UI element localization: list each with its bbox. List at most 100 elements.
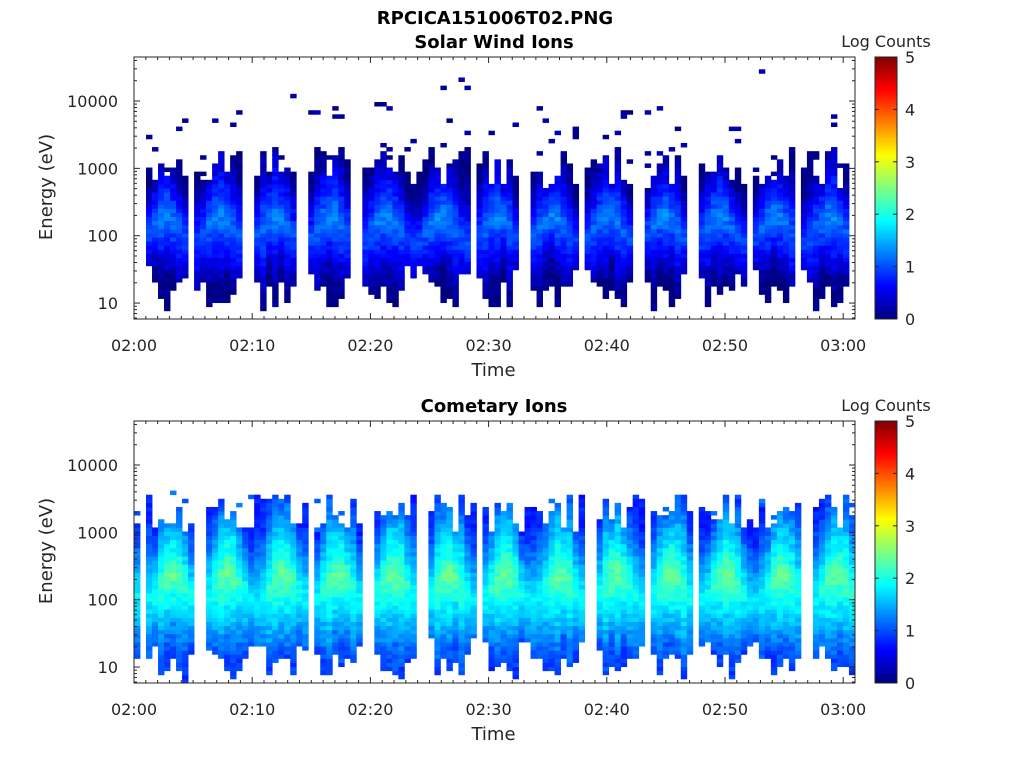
heatmap-cell — [380, 547, 387, 553]
heatmap-cell — [338, 511, 345, 516]
heatmap-cell — [788, 175, 796, 181]
heatmap-cell — [320, 224, 327, 230]
heatmap-cell — [716, 241, 724, 246]
heatmap-cell — [176, 621, 183, 627]
heatmap-cell — [278, 224, 285, 230]
heatmap-cell — [674, 233, 682, 238]
heatmap-cell — [284, 290, 291, 295]
heatmap-cell — [818, 241, 826, 246]
heatmap-cell — [548, 212, 555, 218]
heatmap-cell — [458, 192, 465, 197]
heatmap-cell — [428, 609, 435, 614]
heatmap-cell — [446, 662, 453, 668]
heatmap-cell — [332, 216, 339, 222]
heatmap-cell — [398, 605, 405, 610]
heatmap-cell — [512, 261, 519, 267]
heatmap-cell — [314, 273, 321, 279]
heatmap-cell — [788, 155, 796, 160]
heatmap-cell — [134, 531, 141, 537]
heatmap-cell — [170, 269, 177, 275]
heatmap-cell — [434, 543, 441, 549]
heatmap-cell — [254, 511, 261, 516]
heatmap-cell — [344, 208, 351, 213]
heatmap-cell — [404, 208, 411, 213]
heatmap-cell — [830, 208, 838, 213]
heatmap-cell — [428, 523, 435, 528]
heatmap-cell — [422, 175, 429, 181]
heatmap-cell — [206, 642, 213, 647]
heatmap-cell — [476, 212, 483, 218]
heatmap-cell — [410, 216, 417, 222]
heatmap-cell — [296, 535, 303, 541]
heatmap-cell — [836, 269, 844, 275]
heatmap-cell — [230, 179, 237, 185]
heatmap-cell — [644, 273, 652, 279]
heatmap-cell — [224, 253, 231, 258]
heatmap-cell — [608, 188, 616, 193]
heatmap-cell — [734, 257, 742, 263]
heatmap-cell — [812, 249, 820, 254]
heatmap-cell — [626, 278, 634, 283]
heatmap-cell — [362, 175, 369, 181]
heatmap-cell — [206, 192, 213, 197]
heatmap-cell — [224, 204, 231, 209]
heatmap-cell — [170, 228, 177, 234]
heatmap-cell — [398, 245, 405, 250]
heatmap-cell — [842, 196, 850, 201]
heatmap-cell — [338, 568, 345, 573]
heatmap-cell — [182, 609, 189, 614]
heatmap-cell — [308, 196, 315, 201]
heatmap-cell — [800, 204, 808, 209]
heatmap-cell — [434, 662, 441, 668]
heatmap-cell — [716, 155, 724, 160]
heatmap-cell — [350, 601, 357, 606]
heatmap-cell — [704, 183, 712, 189]
heatmap-cell — [434, 192, 441, 197]
heatmap-cell — [824, 224, 832, 230]
heatmap-cell — [314, 171, 321, 177]
heatmap-cell — [374, 171, 381, 177]
heatmap-cell — [836, 245, 844, 250]
heatmap-cell — [428, 273, 435, 279]
heatmap-cell — [488, 204, 495, 209]
heatmap-cell — [230, 637, 237, 643]
heatmap-cell — [194, 233, 201, 238]
heatmap-cell — [422, 233, 429, 238]
heatmap-cell — [410, 527, 417, 532]
heatmap-cell — [536, 200, 543, 205]
heatmap-cell — [326, 609, 333, 614]
heatmap-cell — [716, 253, 724, 258]
heatmap-cell — [392, 294, 399, 299]
heatmap-cell — [272, 249, 279, 254]
heatmap-cell — [434, 576, 441, 582]
heatmap-cell — [392, 568, 399, 573]
heatmap-cell — [272, 515, 279, 520]
heatmap-cell — [236, 204, 243, 209]
heatmap-cell — [164, 568, 171, 573]
heatmap-cell — [386, 216, 393, 222]
heatmap-cell — [620, 245, 628, 250]
heatmap-cell — [332, 163, 339, 168]
heatmap-cell — [608, 249, 616, 254]
heatmap-cell — [266, 633, 273, 639]
heatmap-cell — [332, 171, 339, 177]
heatmap-cell — [398, 580, 405, 586]
heatmap-cell — [266, 576, 273, 582]
heatmap-cell — [482, 249, 489, 254]
heatmap-cell — [176, 257, 183, 263]
heatmap-cell — [704, 298, 712, 304]
heatmap-cell — [254, 273, 261, 279]
heatmap-cell — [530, 175, 537, 181]
heatmap-cell — [194, 175, 201, 181]
heatmap-cell — [332, 273, 339, 279]
heatmap-cell — [272, 597, 279, 602]
heatmap-cell — [314, 233, 321, 238]
heatmap-cell — [146, 580, 153, 586]
heatmap-cell — [662, 220, 670, 226]
heatmap-cell — [326, 588, 333, 594]
heatmap-cell — [212, 249, 219, 254]
heatmap-cell — [386, 580, 393, 586]
heatmap-cell — [320, 564, 327, 569]
heatmap-cell — [392, 597, 399, 602]
heatmap-cell — [452, 568, 459, 573]
